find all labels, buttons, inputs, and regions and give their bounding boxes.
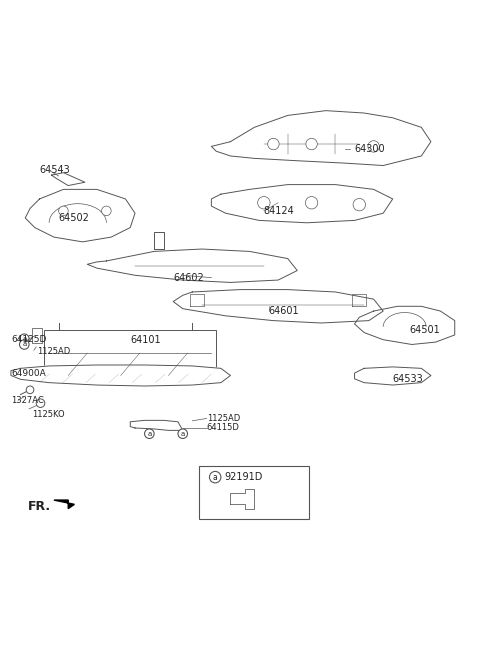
Text: 64601: 64601 (269, 306, 299, 316)
Circle shape (368, 141, 379, 152)
Polygon shape (51, 172, 85, 185)
Text: 64125D: 64125D (11, 335, 46, 344)
Circle shape (20, 340, 29, 349)
Circle shape (305, 196, 318, 209)
Text: a: a (180, 431, 185, 437)
Text: 1125AD: 1125AD (206, 414, 240, 423)
Circle shape (144, 429, 154, 439)
Text: 64502: 64502 (59, 213, 90, 223)
Polygon shape (25, 189, 135, 242)
Polygon shape (54, 500, 74, 508)
Circle shape (102, 206, 111, 216)
Polygon shape (154, 233, 164, 249)
Text: 92191D: 92191D (225, 472, 263, 482)
Polygon shape (87, 249, 297, 282)
Circle shape (36, 399, 45, 408)
Bar (44, 330, 216, 375)
Text: 64115D: 64115D (206, 424, 240, 432)
Text: a: a (213, 473, 217, 482)
Text: 64101: 64101 (130, 335, 161, 345)
Text: a: a (22, 336, 26, 342)
Text: 1327AC: 1327AC (11, 396, 44, 405)
Text: 64602: 64602 (173, 273, 204, 283)
Circle shape (178, 429, 188, 439)
Text: 1125AD: 1125AD (37, 347, 71, 356)
Polygon shape (211, 185, 393, 223)
Polygon shape (130, 421, 183, 430)
Circle shape (353, 198, 365, 211)
Polygon shape (211, 110, 431, 165)
Text: 64300: 64300 (355, 144, 385, 154)
Text: 84124: 84124 (264, 206, 295, 216)
Polygon shape (11, 365, 230, 386)
Text: a: a (22, 342, 26, 348)
Circle shape (59, 206, 68, 216)
Text: 64501: 64501 (409, 325, 440, 335)
Polygon shape (173, 289, 383, 323)
Text: a: a (147, 431, 152, 437)
Text: 64533: 64533 (393, 374, 423, 384)
Circle shape (258, 196, 270, 209)
Circle shape (20, 334, 29, 344)
Circle shape (268, 138, 279, 150)
FancyBboxPatch shape (199, 466, 309, 519)
Circle shape (209, 472, 221, 483)
Circle shape (306, 138, 317, 150)
Text: 64900A: 64900A (11, 369, 46, 378)
Circle shape (26, 386, 34, 393)
Text: 1125KO: 1125KO (33, 410, 65, 419)
Text: FR.: FR. (28, 500, 51, 513)
Polygon shape (355, 367, 431, 385)
Text: 64543: 64543 (39, 165, 70, 175)
Polygon shape (355, 306, 455, 344)
